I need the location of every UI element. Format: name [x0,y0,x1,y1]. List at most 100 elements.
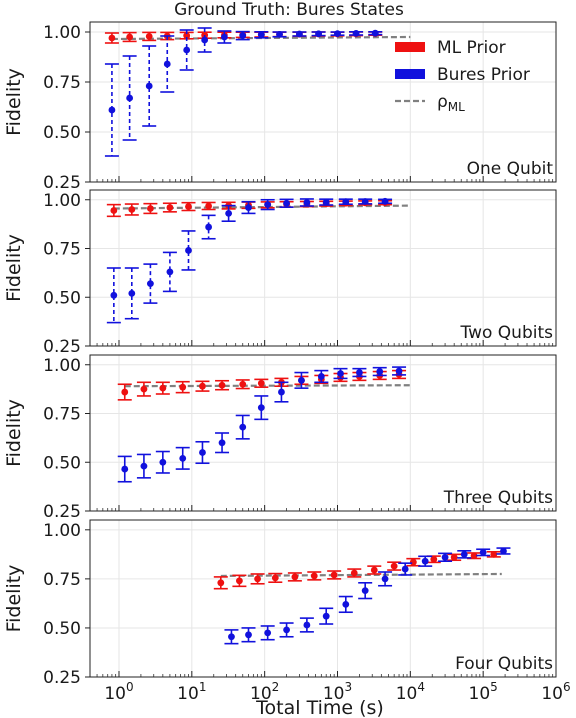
y-axis-label: Fidelity [3,68,25,136]
ml-point [370,566,378,574]
bures-point [225,210,233,217]
bures-errorbar [197,27,212,53]
ml-point [271,574,279,582]
bures-point [166,268,174,276]
x-axis-label: Total Time (s) [255,697,384,718]
bures-point [322,198,330,206]
bures-point [183,46,191,54]
bures-point [303,199,311,206]
y-tick-label: 1.00 [43,191,81,211]
bures-point [361,587,369,595]
y-tick-label: 0.50 [43,619,81,639]
ml-point [409,558,417,566]
y-axis-label: Fidelity [3,399,25,467]
bures-point [128,289,136,297]
bures-point [179,454,187,462]
bures-point [220,33,228,41]
bures-point [322,612,330,620]
y-axis-label: Fidelity [3,234,25,302]
rho-ml-line [220,572,502,578]
ml-point [147,205,154,212]
bures-point [205,223,213,231]
bures-point [356,369,363,376]
panel-4: 0.25 0.50 0.75 1.00 Fidelity Four Qubits 100 10… [3,519,571,704]
y-tick-label: 1.00 [43,521,81,541]
bures-point [239,32,247,39]
bures-errorbar [162,251,177,293]
panel-label: Four Qubits [455,654,553,674]
ml-point [218,381,226,389]
bures-point [381,197,389,205]
bures-point [228,633,235,641]
ml-point [140,385,148,393]
bures-errorbar [143,263,158,304]
ml-point [166,204,174,211]
bures-point [140,462,148,470]
bures-errorbar [179,29,194,71]
bures-point [303,621,311,629]
bures-point [264,629,272,637]
bures-point [315,30,322,38]
panel-3: 0.25 0.50 0.75 1.00 Fidelity Three Qubits [3,354,557,522]
ml-point [121,388,129,396]
bures-point [352,30,360,37]
ml-point [159,384,167,392]
x-tick-label: 100 [104,680,133,704]
ml-point [108,34,116,42]
panel-label: One Qubit [467,159,554,179]
bures-point [337,370,344,377]
legend-rho-label: ρML [437,92,465,114]
bures-point [479,548,487,556]
ml-point [217,579,225,587]
bures-point [126,94,134,102]
bures-point [500,547,507,555]
bures-point [159,458,167,466]
y-tick-label: 1.00 [43,23,81,43]
x-tick-label: 101 [177,680,206,704]
bures-series [106,197,393,324]
ml-point [430,555,438,563]
bures-point [278,388,285,396]
bures-point [245,631,252,639]
y-tick-label: 0.50 [43,288,81,308]
bures-point [342,198,350,206]
ml-point [110,207,118,214]
bures-point [199,449,206,456]
bures-point [121,465,129,473]
bures-series [117,366,407,483]
x-tick-label: 105 [469,680,498,704]
bures-point [145,82,153,90]
bures-point [257,31,265,39]
ml-point [450,553,458,561]
panel-1: 0.25 0.50 0.75 1.00 Fidelity One Qubit ML Prio… [3,21,557,193]
bures-point [421,557,429,565]
ml-point [185,203,192,210]
bures-series [104,27,383,157]
ml-point [205,202,213,210]
bures-point [317,373,325,380]
ml-point [126,33,134,41]
legend-bures-label: Bures Prior [437,65,530,85]
bures-point [441,553,449,561]
x-tick-label: 106 [541,680,570,704]
bures-point [298,376,305,384]
bures-point [218,439,226,447]
y-tick-label: 0.25 [43,502,81,522]
bures-point [296,30,303,38]
bures-errorbar [142,45,157,127]
legend-ml-swatch [395,42,425,52]
bures-point [371,29,379,37]
ml-point [470,552,478,560]
bures-point [201,36,209,44]
ml-point [291,573,299,581]
bures-errorbar [201,214,216,240]
bures-errorbar [181,230,196,271]
ml-point [183,32,191,39]
ml-point [390,562,398,570]
ml-point [199,382,206,390]
bures-point [257,404,265,412]
panel-label: Two Qubits [460,323,554,343]
bures-point [342,600,350,608]
bures-point [276,31,283,38]
bures-point [381,575,389,583]
